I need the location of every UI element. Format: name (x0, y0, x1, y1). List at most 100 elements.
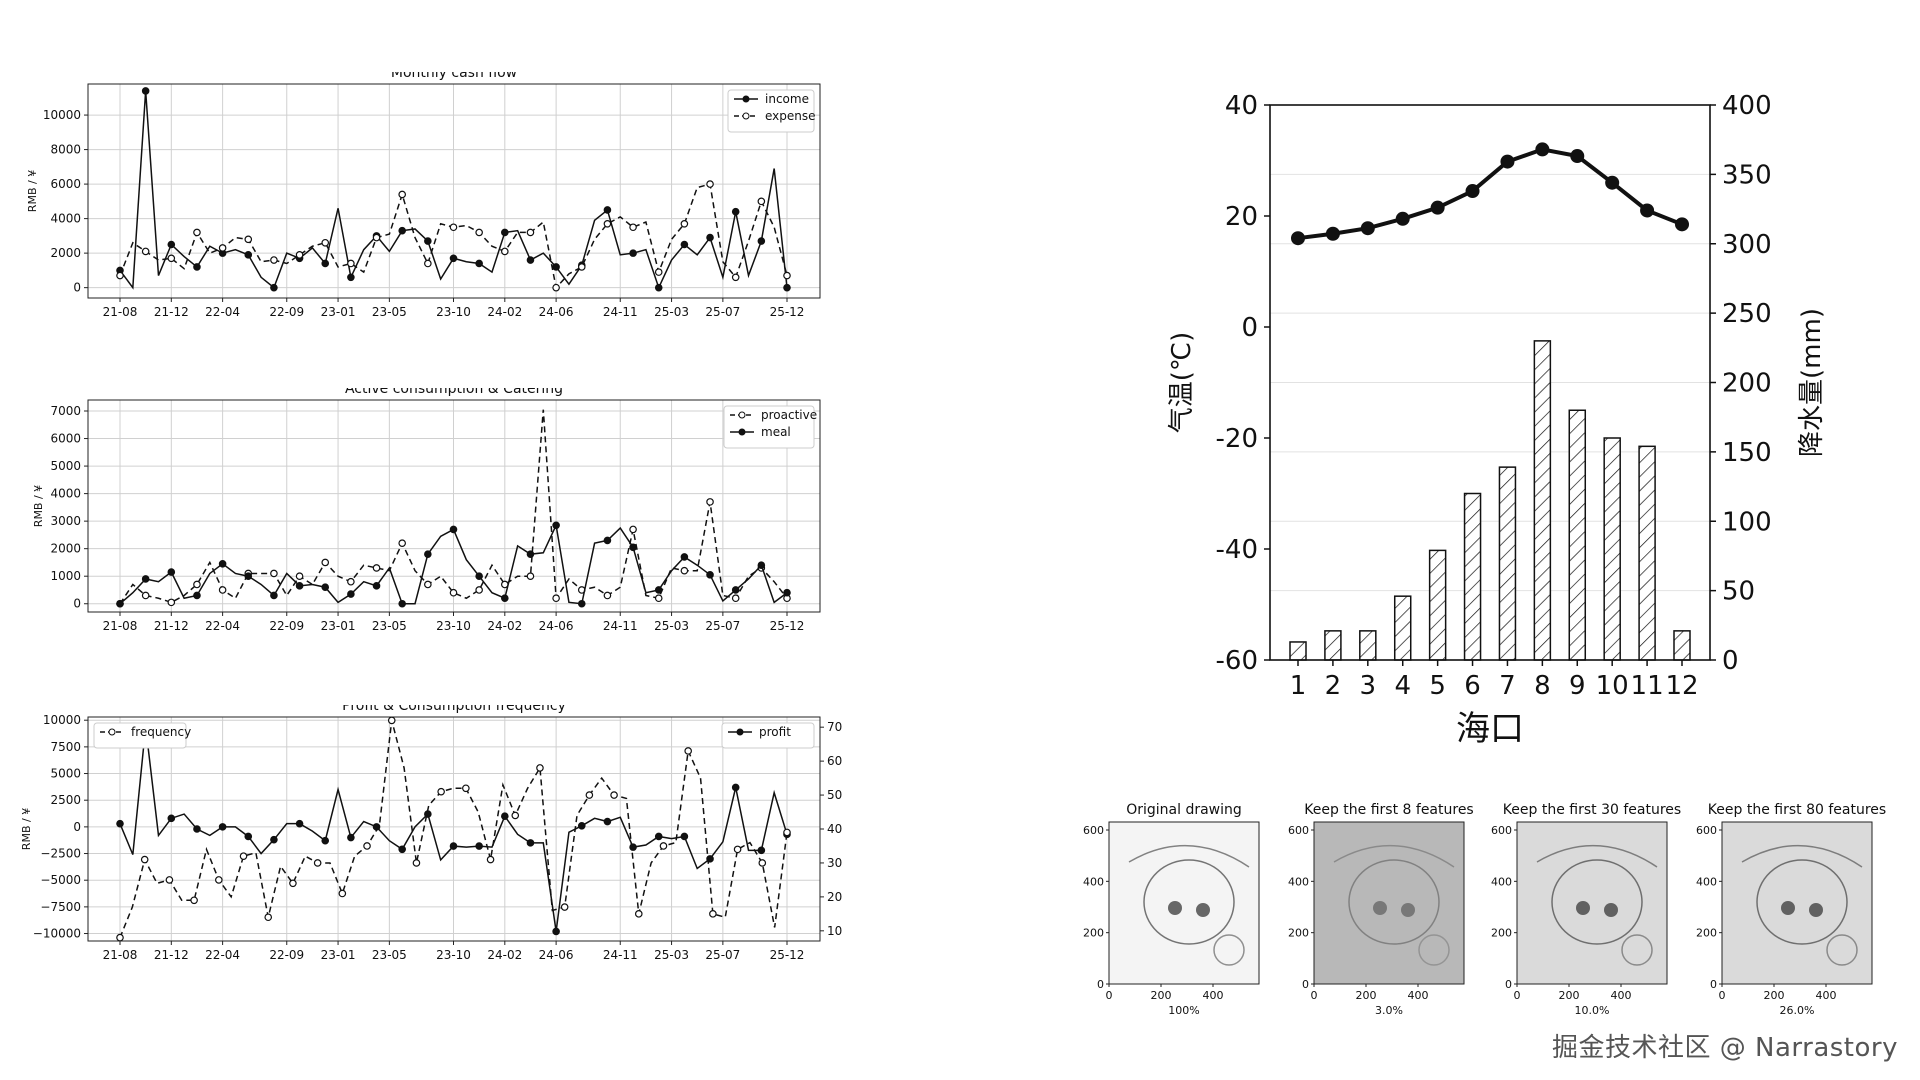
data-point-meal (449, 525, 458, 534)
temperature-point (1465, 184, 1480, 199)
data-point-meal (167, 568, 176, 576)
y2-tick-label: 20 (827, 890, 842, 904)
y2-tick-label: 400 (1722, 91, 1772, 121)
data-point-frequency (387, 716, 396, 725)
data-point-expense (372, 233, 381, 242)
data-point-expense (577, 263, 586, 271)
data-point-meal (731, 586, 740, 594)
y-tick-label: 1000 (50, 569, 81, 583)
legend: income expense (727, 89, 816, 133)
x-tick-label: 25-03 (654, 948, 689, 962)
chart-title: Profit & Consumption frequency (342, 705, 566, 714)
thumbnail-title: Original drawing (1126, 802, 1242, 818)
y2-tick-label: 300 (1722, 230, 1772, 260)
temperature-point (1395, 211, 1410, 226)
data-point-income (629, 249, 637, 257)
data-point-expense (526, 228, 535, 237)
legend-marker-frequency (108, 728, 116, 736)
temperature-point (1535, 142, 1550, 157)
data-point-meal (398, 599, 406, 608)
x-tick-label: 22-09 (269, 305, 304, 319)
data-point-expense (347, 259, 355, 268)
precipitation-bar (1359, 630, 1377, 661)
sketch-emblem (1826, 934, 1858, 966)
sketch-illustration (1741, 845, 1863, 966)
x-tick-label: 23-01 (321, 305, 356, 319)
sketch-illustration (1333, 845, 1455, 966)
x-tick-label: 24-06 (539, 619, 574, 633)
data-point-proactive (218, 586, 227, 594)
thumb-y-tick-label: 0 (1710, 978, 1717, 991)
thumb-x-tick-label: 400 (1611, 989, 1632, 1002)
y-tick-label: 0 (73, 281, 81, 295)
y-tick-label: 2500 (50, 793, 81, 807)
sketch-eye-right (1196, 903, 1210, 917)
sketch-eye-right (1604, 903, 1618, 917)
y-tick-label: 3000 (50, 514, 81, 528)
thumb-y-tick-label: 0 (1097, 978, 1104, 991)
data-point-meal (244, 572, 253, 581)
sketch-eye-left (1781, 901, 1795, 915)
data-point-proactive (270, 569, 278, 578)
precipitation-bar (1638, 445, 1656, 661)
y-tick-label: 4000 (50, 487, 81, 501)
data-point-expense (706, 180, 714, 188)
data-point-meal (424, 550, 432, 558)
data-point-meal (757, 561, 766, 569)
data-point-proactive (449, 588, 458, 597)
y-tick-label: 4000 (50, 212, 81, 226)
y2-tick-label: 100 (1722, 507, 1772, 537)
data-point-proactive (654, 594, 663, 603)
x-tick-label: 24-02 (487, 305, 522, 319)
data-point-frequency (511, 811, 520, 820)
data-point-proactive (475, 586, 483, 594)
data-point-meal (372, 582, 381, 590)
data-point-income (449, 254, 458, 263)
x-tick-label: 23-10 (436, 619, 471, 633)
temperature-point (1570, 149, 1585, 164)
y-tick-label: 5000 (50, 459, 81, 473)
data-point-profit (167, 814, 176, 823)
data-point-income (141, 87, 150, 95)
data-point-profit (270, 835, 278, 844)
y2-tick-label: 40 (827, 822, 842, 836)
sketch-eye-left (1373, 901, 1387, 915)
data-point-income (398, 226, 406, 235)
x-tick-label: 23-01 (321, 619, 356, 633)
data-point-frequency (363, 842, 371, 850)
x-tick-label: 21-08 (103, 305, 138, 319)
x-tick-label: 23-10 (436, 948, 471, 962)
temperature-line (1297, 147, 1683, 241)
precipitation-bar (1533, 340, 1552, 661)
sketch-hair (1741, 845, 1863, 868)
legend-label-meal: meal (761, 425, 791, 439)
data-point-proactive (141, 591, 150, 600)
data-point-expense (603, 219, 612, 228)
y2-tick-label: 50 (827, 788, 842, 802)
plot-frame (87, 83, 821, 299)
data-point-expense (141, 247, 150, 256)
data-point-proactive (424, 580, 432, 589)
y2-tick-label: 30 (827, 856, 842, 870)
legend: proactive meal (723, 405, 817, 449)
y-tick-label: −2500 (40, 847, 81, 861)
sketch-emblem (1418, 934, 1450, 966)
x-tick-label: 25-12 (770, 305, 805, 319)
x-tick-label: 25-07 (705, 948, 740, 962)
thumb-y-tick-label: 200 (1083, 927, 1104, 940)
y-tick-label: −7500 (40, 900, 81, 914)
data-point-frequency (313, 859, 322, 867)
x-tick-label: 25-03 (654, 305, 689, 319)
sketch-face (1143, 859, 1235, 945)
data-point-frequency (437, 787, 445, 796)
precipitation-bar (1673, 630, 1691, 661)
x-tick-label: 9 (1569, 671, 1586, 701)
x-tick-label: 25-12 (770, 619, 805, 633)
data-point-meal (218, 560, 227, 568)
data-point-frequency (338, 889, 347, 898)
data-point-frequency (486, 855, 495, 864)
data-point-income (526, 256, 535, 264)
legend-marker-expense (742, 112, 750, 120)
data-point-expense (731, 273, 740, 282)
